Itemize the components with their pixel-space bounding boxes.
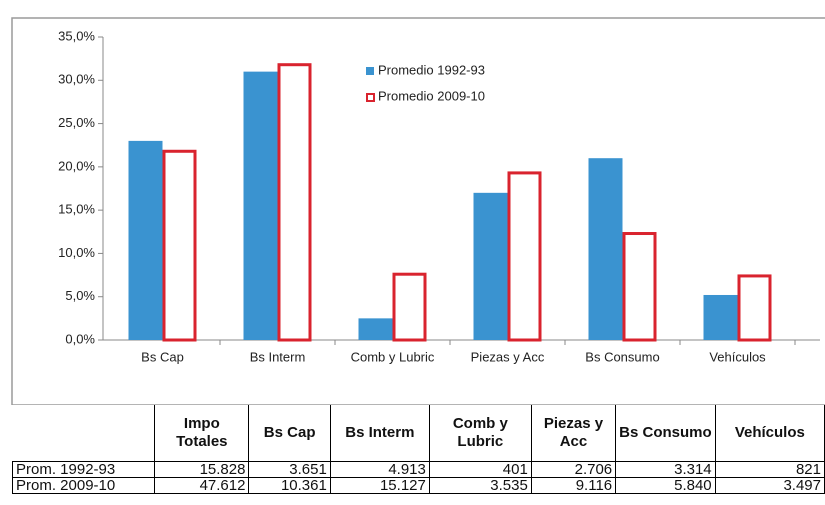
bar (588, 158, 623, 340)
bar (162, 149, 197, 342)
x-tick-label: Bs Interm (250, 349, 306, 364)
column-header: Bs Interm (329, 405, 430, 462)
table-cell: 10.361 (248, 477, 331, 494)
table-cell: 821 (714, 461, 825, 478)
bar (507, 171, 542, 342)
table-cell: 2.706 (530, 461, 617, 478)
x-tick-label: Bs Consumo (585, 349, 659, 364)
bar (358, 318, 393, 340)
y-tick-label: 30,0% (58, 72, 95, 87)
legend-label: Promedio 1992-93 (378, 62, 485, 77)
header-row: Impo Totales Bs Cap Bs Interm Comb y Lubric… (12, 405, 825, 462)
table-row: Prom. 1992-93 15.828 3.651 4.913 401 2.706 3.3… (11, 461, 825, 478)
bar (473, 192, 508, 340)
bar (622, 232, 657, 342)
table-cell: 5.840 (615, 477, 716, 494)
y-tick-label: 15,0% (58, 202, 95, 217)
x-tick-label: Comb y Lubric (351, 349, 435, 364)
table-cell: 3.497 (714, 477, 825, 494)
table-cell: 3.535 (428, 477, 532, 494)
column-header: Piezas y Acc (530, 405, 617, 462)
table-row: Prom. 2009-10 47.612 10.361 15.127 3.535 9.11… (11, 477, 825, 494)
table-cell: 15.828 (154, 461, 250, 478)
y-tick-label: 10,0% (58, 245, 95, 260)
column-header: Bs Consumo (615, 405, 716, 462)
y-tick-label: 35,0% (58, 28, 95, 43)
row-label: Prom. 2009-10 (11, 477, 156, 494)
chart: 0,0% 5,0% 10,0% 15,0% 20,0% 25,0% 30,0% 35,0% Bs… (11, 17, 825, 405)
y-tick-label: 25,0% (58, 115, 95, 130)
bar (128, 140, 163, 340)
legend-label: Promedio 2009-10 (378, 88, 485, 103)
header-cell-blank (12, 405, 156, 462)
bar (243, 71, 278, 340)
table-cell: 9.116 (530, 477, 617, 494)
y-tick-label: 20,0% (58, 158, 95, 173)
x-tick-label: Bs Cap (141, 349, 184, 364)
data-table: Impo Totales Bs Cap Bs Interm Comb y Lubric… (11, 405, 825, 494)
table-cell: 401 (428, 461, 532, 478)
bar (703, 294, 738, 340)
column-header: Impo Totales (154, 405, 250, 462)
bar (737, 274, 772, 342)
bar (392, 272, 427, 342)
column-header: Comb y Lubric (428, 405, 532, 462)
legend-swatch (366, 93, 375, 102)
x-tick-label: Piezas y Acc (471, 349, 545, 364)
row-label: Prom. 1992-93 (11, 461, 156, 478)
column-header: Vehículos (714, 405, 825, 462)
x-tick-label: Vehículos (709, 349, 766, 364)
y-tick-label: 0,0% (65, 331, 95, 346)
table-cell: 3.651 (248, 461, 331, 478)
table-cell: 3.314 (615, 461, 716, 478)
bar (277, 63, 312, 342)
y-tick-label: 5,0% (65, 288, 95, 303)
legend-swatch (366, 67, 374, 75)
table-cell: 4.913 (329, 461, 430, 478)
table-cell: 47.612 (154, 477, 250, 494)
table-cell: 15.127 (329, 477, 430, 494)
chart-frame (11, 17, 825, 405)
column-header: Bs Cap (248, 405, 331, 462)
